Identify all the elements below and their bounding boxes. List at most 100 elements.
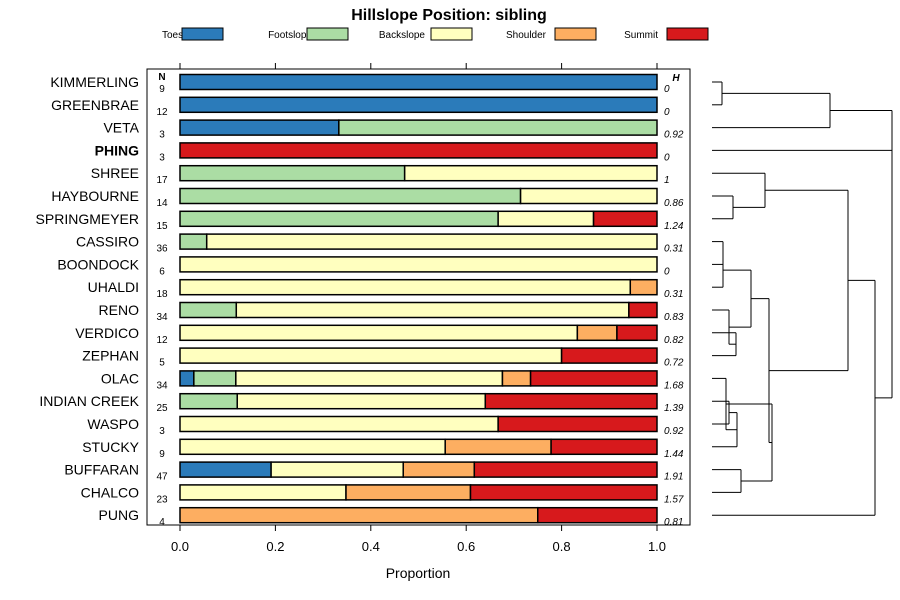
category-label: HAYBOURNE bbox=[51, 188, 139, 204]
h-value: 0.31 bbox=[664, 289, 683, 300]
h-value: 0 bbox=[664, 266, 670, 277]
bar-segment bbox=[529, 370, 658, 387]
x-tick-label: 0.4 bbox=[362, 539, 380, 554]
bar-segment bbox=[560, 347, 658, 364]
category-label: CHALCO bbox=[81, 484, 139, 500]
bar-segment bbox=[193, 370, 237, 387]
bar-segment bbox=[179, 278, 632, 296]
category-label: ZEPHAN bbox=[82, 348, 139, 364]
category-label: WASPO bbox=[87, 416, 139, 432]
h-value: 0 bbox=[664, 107, 670, 118]
h-value: 1.68 bbox=[664, 380, 684, 391]
n-value: 17 bbox=[156, 175, 168, 186]
category-label: GREENBRAE bbox=[51, 97, 139, 113]
bar-segment bbox=[179, 164, 406, 182]
bar-segment bbox=[179, 210, 499, 228]
bar-segment bbox=[629, 278, 658, 296]
category-label: SPRINGMEYER bbox=[36, 211, 139, 227]
h-value: 0.72 bbox=[664, 358, 684, 369]
h-value: 0 bbox=[664, 152, 670, 163]
legend-swatch bbox=[554, 27, 597, 41]
h-value: 1.44 bbox=[664, 449, 684, 460]
legend-swatch bbox=[306, 27, 349, 41]
legend-label: Footslope bbox=[268, 30, 312, 41]
n-value: 3 bbox=[159, 152, 165, 163]
bar-segment bbox=[338, 119, 658, 136]
bar-segment bbox=[519, 187, 658, 205]
category-label: VERDICO bbox=[75, 325, 139, 341]
bar-segment bbox=[484, 392, 658, 410]
bar-rows: KIMMERLING 9 0 GREENBRAE 12 0 VETA 3 0.92 PHING 3 0… bbox=[36, 73, 684, 528]
bar-segment bbox=[179, 96, 658, 114]
bar-segment bbox=[179, 73, 658, 91]
h-column-header: H bbox=[672, 73, 680, 84]
n-value: 15 bbox=[156, 221, 168, 232]
bar-segment bbox=[444, 438, 552, 456]
bar-segment bbox=[205, 233, 658, 250]
category-label: INDIAN CREEK bbox=[39, 393, 139, 409]
bar-segment bbox=[270, 461, 404, 478]
category-label: OLAC bbox=[101, 370, 139, 386]
bar-segment bbox=[179, 438, 446, 456]
bar-segment bbox=[537, 506, 658, 524]
bar-segment bbox=[576, 324, 618, 342]
n-column-header: N bbox=[158, 72, 165, 83]
x-axis: 0.0 0.2 0.4 0.6 0.8 1.0 bbox=[171, 63, 666, 554]
n-value: 9 bbox=[159, 449, 165, 460]
x-tick-label: 0.0 bbox=[171, 539, 189, 554]
legend-label: Backslope bbox=[379, 30, 426, 41]
bar-segment bbox=[179, 461, 272, 478]
bar-segment bbox=[235, 301, 630, 319]
h-value: 0.92 bbox=[664, 426, 684, 437]
legend-swatch bbox=[666, 27, 709, 41]
category-label: PHING bbox=[95, 142, 139, 158]
bar-segment bbox=[179, 301, 238, 319]
bar-segment bbox=[179, 119, 340, 136]
category-label: CASSIRO bbox=[76, 234, 139, 250]
h-value: 0 bbox=[664, 84, 670, 95]
n-value: 36 bbox=[156, 244, 168, 255]
n-value: 3 bbox=[159, 130, 165, 141]
bar-segment bbox=[345, 484, 472, 501]
n-value: 3 bbox=[159, 426, 165, 437]
bar-segment bbox=[403, 164, 658, 182]
bar-segment bbox=[550, 438, 658, 456]
h-value: 0.92 bbox=[664, 130, 684, 141]
bar-segment bbox=[179, 347, 563, 364]
n-value: 5 bbox=[159, 358, 165, 369]
bar-segment bbox=[469, 484, 658, 501]
bar-segment bbox=[179, 187, 522, 205]
bar-segment bbox=[179, 142, 658, 159]
x-axis-title: Proportion bbox=[386, 565, 451, 581]
h-value: 0.82 bbox=[664, 335, 684, 346]
legend-swatch bbox=[430, 27, 473, 41]
h-value: 1.24 bbox=[664, 221, 684, 232]
category-label: UHALDI bbox=[88, 279, 139, 295]
n-value: 34 bbox=[156, 380, 168, 391]
category-label: SHREE bbox=[91, 165, 139, 181]
category-label: BUFFARAN bbox=[64, 462, 139, 478]
legend-label: Shoulder bbox=[506, 30, 547, 41]
bar-segment bbox=[179, 484, 347, 501]
h-value: 1 bbox=[664, 175, 670, 186]
bar-segment bbox=[592, 210, 658, 228]
category-label: PUNG bbox=[99, 507, 139, 523]
bar-segment bbox=[236, 392, 487, 410]
n-value: 34 bbox=[156, 312, 168, 323]
category-label: STUCKY bbox=[82, 439, 139, 455]
n-value: 18 bbox=[156, 289, 168, 300]
bar-segment bbox=[497, 210, 595, 228]
h-value: 0.31 bbox=[664, 244, 683, 255]
h-value: 1.57 bbox=[664, 494, 684, 505]
bar-segment bbox=[179, 233, 208, 250]
chart-title: Hillslope Position: sibling bbox=[351, 7, 547, 24]
n-value: 14 bbox=[156, 198, 168, 209]
bar-segment bbox=[402, 461, 476, 478]
x-tick-label: 0.2 bbox=[266, 539, 284, 554]
bar-segment bbox=[179, 324, 579, 342]
bar-segment bbox=[628, 301, 658, 319]
h-value: 0.83 bbox=[664, 312, 684, 323]
x-tick-label: 0.8 bbox=[553, 539, 571, 554]
h-value: 1.91 bbox=[664, 472, 683, 483]
